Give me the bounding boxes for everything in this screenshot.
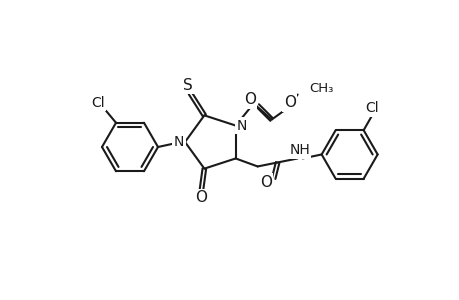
Text: S: S bbox=[183, 78, 193, 93]
Text: N: N bbox=[236, 118, 246, 133]
Text: CH₃: CH₃ bbox=[309, 82, 333, 95]
Text: O: O bbox=[243, 92, 255, 107]
Text: O: O bbox=[195, 190, 207, 205]
Text: O: O bbox=[283, 95, 295, 110]
Text: N: N bbox=[174, 135, 184, 149]
Text: Cl: Cl bbox=[91, 96, 105, 110]
Text: Cl: Cl bbox=[364, 101, 378, 115]
Text: NH: NH bbox=[289, 143, 309, 158]
Text: O: O bbox=[259, 175, 271, 190]
